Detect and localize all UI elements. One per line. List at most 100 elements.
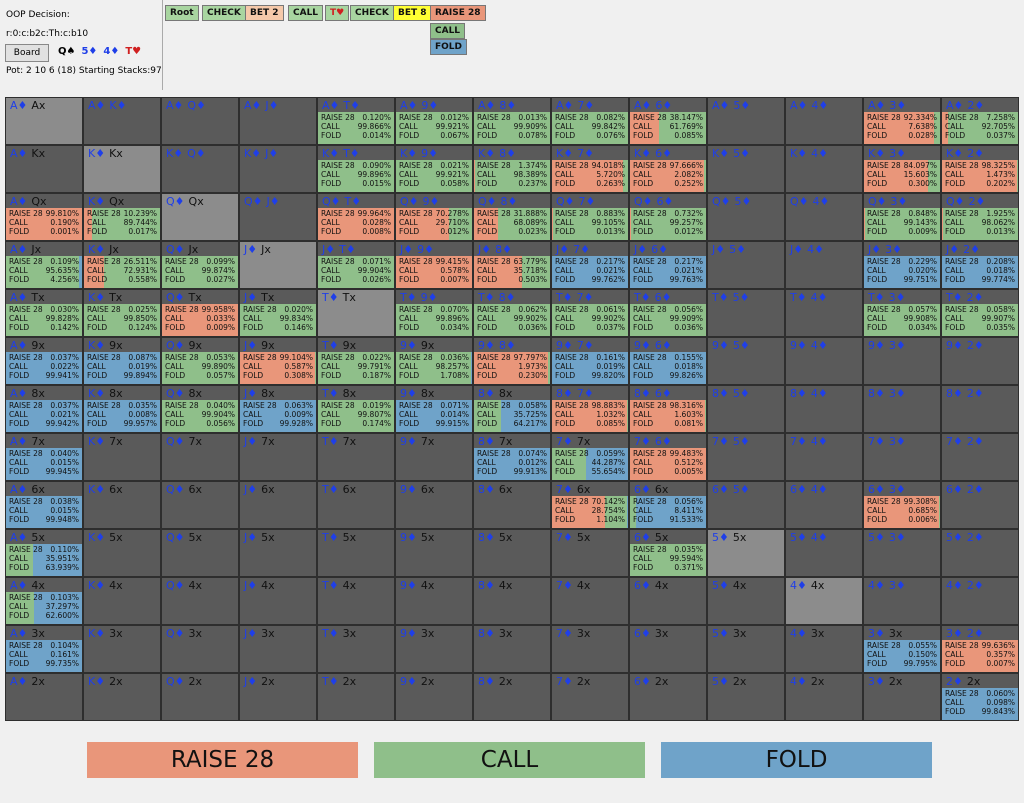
- hand-cell[interactable]: 9♦ 7x: [395, 433, 473, 481]
- hand-cell[interactable]: 4♦ 2♦: [941, 577, 1019, 625]
- hand-cell[interactable]: A♦ Qx RAISE 28 99.810% CALL 0.190% FOLD 0.001%: [5, 193, 83, 241]
- hand-cell[interactable]: Q♦ 6x: [161, 481, 239, 529]
- hand-cell[interactable]: A♦ 5x RAISE 28 0.110% CALL 35.951% FOLD 63.939%: [5, 529, 83, 577]
- tree-node[interactable]: Root: [165, 5, 199, 21]
- hand-cell[interactable]: J♦ 7♦ RAISE 28 0.217% CALL 0.021% FOLD 99.762%: [551, 241, 629, 289]
- hand-cell[interactable]: A♦ Kx: [5, 145, 83, 193]
- hand-cell[interactable]: 8♦ 6♦ RAISE 28 98.316% CALL 1.603% FOLD 0.081%: [629, 385, 707, 433]
- hand-cell[interactable]: A♦ 4x RAISE 28 0.103% CALL 37.297% FOLD 62.600%: [5, 577, 83, 625]
- hand-cell[interactable]: 8♦ 7x RAISE 28 0.074% CALL 0.012% FOLD 99.913%: [473, 433, 551, 481]
- hand-cell[interactable]: J♦ 8x RAISE 28 0.063% CALL 0.009% FOLD 99.928%: [239, 385, 317, 433]
- hand-cell[interactable]: 6♦ 3x: [629, 625, 707, 673]
- hand-cell[interactable]: 5♦ 2x: [707, 673, 785, 721]
- hand-cell[interactable]: J♦ 3x: [239, 625, 317, 673]
- hand-cell[interactable]: T♦ 3x: [317, 625, 395, 673]
- hand-cell[interactable]: 3♦ 2♦ RAISE 28 99.636% CALL 0.357% FOLD 0.007%: [941, 625, 1019, 673]
- hand-cell[interactable]: A♦ 8♦ RAISE 28 0.013% CALL 99.909% FOLD 0.078%: [473, 97, 551, 145]
- hand-cell[interactable]: A♦ Tx RAISE 28 0.030% CALL 99.828% FOLD 0.142%: [5, 289, 83, 337]
- hand-cell[interactable]: 9♦ 3x: [395, 625, 473, 673]
- hand-cell[interactable]: K♦ J♦: [239, 145, 317, 193]
- tree-node[interactable]: BET 2: [245, 5, 284, 21]
- hand-cell[interactable]: J♦ 2♦ RAISE 28 0.208% CALL 0.018% FOLD 99.774%: [941, 241, 1019, 289]
- hand-cell[interactable]: J♦ 9♦ RAISE 28 99.415% CALL 0.578% FOLD 0.007%: [395, 241, 473, 289]
- hand-cell[interactable]: A♦ Jx RAISE 28 0.109% CALL 95.635% FOLD 4.256%: [5, 241, 83, 289]
- hand-cell[interactable]: K♦ 6x: [83, 481, 161, 529]
- hand-cell[interactable]: J♦ Jx: [239, 241, 317, 289]
- hand-cell[interactable]: A♦ 4♦: [785, 97, 863, 145]
- hand-cell[interactable]: K♦ 2♦ RAISE 28 98.325% CALL 1.473% FOLD 0.202%: [941, 145, 1019, 193]
- hand-cell[interactable]: A♦ 3♦ RAISE 28 92.334% CALL 7.638% FOLD 0.028%: [863, 97, 941, 145]
- hand-cell[interactable]: T♦ Tx: [317, 289, 395, 337]
- hand-cell[interactable]: 5♦ 4♦: [785, 529, 863, 577]
- hand-cell[interactable]: K♦ 9x RAISE 28 0.087% CALL 0.019% FOLD 99.894%: [83, 337, 161, 385]
- hand-cell[interactable]: Q♦ 5x: [161, 529, 239, 577]
- hand-cell[interactable]: A♦ 7♦ RAISE 28 0.082% CALL 99.842% FOLD 0.076%: [551, 97, 629, 145]
- hand-cell[interactable]: Q♦ 9x RAISE 28 0.053% CALL 99.890% FOLD 0.057%: [161, 337, 239, 385]
- hand-cell[interactable]: 7♦ 6♦ RAISE 28 99.483% CALL 0.512% FOLD 0.005%: [629, 433, 707, 481]
- hand-cell[interactable]: 7♦ 5x: [551, 529, 629, 577]
- hand-cell[interactable]: 4♦ 4x: [785, 577, 863, 625]
- hand-cell[interactable]: K♦ 8♦ RAISE 28 1.374% CALL 98.389% FOLD 0.237%: [473, 145, 551, 193]
- hand-cell[interactable]: K♦ 2x: [83, 673, 161, 721]
- hand-cell[interactable]: 9♦ 6♦ RAISE 28 0.155% CALL 0.018% FOLD 99.826%: [629, 337, 707, 385]
- hand-cell[interactable]: 4♦ 3x: [785, 625, 863, 673]
- hand-cell[interactable]: Q♦ Jx RAISE 28 0.099% CALL 99.874% FOLD 0.027%: [161, 241, 239, 289]
- hand-cell[interactable]: 9♦ 4x: [395, 577, 473, 625]
- hand-cell[interactable]: K♦ 7x: [83, 433, 161, 481]
- hand-cell[interactable]: 6♦ 3♦ RAISE 28 99.308% CALL 0.685% FOLD 0.006%: [863, 481, 941, 529]
- hand-cell[interactable]: 8♦ 5x: [473, 529, 551, 577]
- hand-cell[interactable]: Q♦ T♦ RAISE 28 99.964% CALL 0.028% FOLD 0.008%: [317, 193, 395, 241]
- hand-cell[interactable]: 8♦ 4♦: [785, 385, 863, 433]
- hand-cell[interactable]: T♦ 6♦ RAISE 28 0.056% CALL 99.909% FOLD 0.036%: [629, 289, 707, 337]
- hand-cell[interactable]: K♦ 9♦ RAISE 28 0.021% CALL 99.921% FOLD 0.058%: [395, 145, 473, 193]
- hand-cell[interactable]: Q♦ 5♦: [707, 193, 785, 241]
- hand-cell[interactable]: 7♦ 2x: [551, 673, 629, 721]
- tree-node[interactable]: BET 8: [393, 5, 432, 21]
- hand-cell[interactable]: Q♦ 6♦ RAISE 28 0.732% CALL 99.257% FOLD 0.012%: [629, 193, 707, 241]
- hand-cell[interactable]: A♦ 7x RAISE 28 0.040% CALL 0.015% FOLD 99.945%: [5, 433, 83, 481]
- legend-button[interactable]: FOLD: [661, 742, 932, 778]
- hand-cell[interactable]: 7♦ 4x: [551, 577, 629, 625]
- hand-cell[interactable]: 8♦ 3♦: [863, 385, 941, 433]
- legend-button[interactable]: CALL: [374, 742, 645, 778]
- hand-cell[interactable]: J♦ 2x: [239, 673, 317, 721]
- hand-cell[interactable]: A♦ 6x RAISE 28 0.038% CALL 0.015% FOLD 99.948%: [5, 481, 83, 529]
- hand-cell[interactable]: A♦ 2x: [5, 673, 83, 721]
- board-button[interactable]: Board: [5, 44, 49, 62]
- hand-cell[interactable]: 7♦ 3x: [551, 625, 629, 673]
- hand-cell[interactable]: J♦ 3♦ RAISE 28 0.229% CALL 0.020% FOLD 99.751%: [863, 241, 941, 289]
- hand-cell[interactable]: Q♦ 2♦ RAISE 28 1.925% CALL 98.062% FOLD 0.013%: [941, 193, 1019, 241]
- hand-cell[interactable]: 7♦ 5♦: [707, 433, 785, 481]
- hand-cell[interactable]: Q♦ 3x: [161, 625, 239, 673]
- hand-cell[interactable]: J♦ 9x RAISE 28 99.104% CALL 0.587% FOLD 0.308%: [239, 337, 317, 385]
- hand-cell[interactable]: T♦ 4x: [317, 577, 395, 625]
- hand-cell[interactable]: A♦ Q♦: [161, 97, 239, 145]
- hand-cell[interactable]: A♦ 9♦ RAISE 28 0.012% CALL 99.921% FOLD 0.067%: [395, 97, 473, 145]
- hand-cell[interactable]: 8♦ 3x: [473, 625, 551, 673]
- hand-cell[interactable]: 8♦ 4x: [473, 577, 551, 625]
- hand-cell[interactable]: 9♦ 8x RAISE 28 0.071% CALL 0.014% FOLD 99.915%: [395, 385, 473, 433]
- hand-cell[interactable]: 3♦ 3x RAISE 28 0.055% CALL 0.150% FOLD 99.795%: [863, 625, 941, 673]
- hand-cell[interactable]: T♦ 4♦: [785, 289, 863, 337]
- hand-cell[interactable]: Q♦ 4♦: [785, 193, 863, 241]
- hand-cell[interactable]: K♦ Tx RAISE 28 0.025% CALL 99.850% FOLD 0.124%: [83, 289, 161, 337]
- hand-cell[interactable]: 9♦ 5x: [395, 529, 473, 577]
- hand-cell[interactable]: A♦ Ax: [5, 97, 83, 145]
- hand-cell[interactable]: 5♦ 5x: [707, 529, 785, 577]
- hand-cell[interactable]: J♦ 5♦: [707, 241, 785, 289]
- hand-cell[interactable]: K♦ 5♦: [707, 145, 785, 193]
- hand-cell[interactable]: A♦ 5♦: [707, 97, 785, 145]
- hand-cell[interactable]: A♦ 9x RAISE 28 0.037% CALL 0.022% FOLD 99.941%: [5, 337, 83, 385]
- hand-cell[interactable]: J♦ T♦ RAISE 28 0.071% CALL 99.904% FOLD 0.026%: [317, 241, 395, 289]
- hand-cell[interactable]: A♦ J♦: [239, 97, 317, 145]
- hand-cell[interactable]: A♦ 3x RAISE 28 0.104% CALL 0.161% FOLD 99.735%: [5, 625, 83, 673]
- hand-cell[interactable]: K♦ Kx: [83, 145, 161, 193]
- hand-cell[interactable]: 3♦ 2x: [863, 673, 941, 721]
- hand-cell[interactable]: T♦ 5x: [317, 529, 395, 577]
- hand-cell[interactable]: A♦ K♦: [83, 97, 161, 145]
- hand-cell[interactable]: 5♦ 3♦: [863, 529, 941, 577]
- hand-cell[interactable]: 9♦ 9x RAISE 28 0.036% CALL 98.257% FOLD 1.708%: [395, 337, 473, 385]
- tree-node[interactable]: CHECK: [350, 5, 394, 21]
- hand-cell[interactable]: T♦ 8x RAISE 28 0.019% CALL 99.807% FOLD 0.174%: [317, 385, 395, 433]
- tree-node[interactable]: CALL: [288, 5, 324, 21]
